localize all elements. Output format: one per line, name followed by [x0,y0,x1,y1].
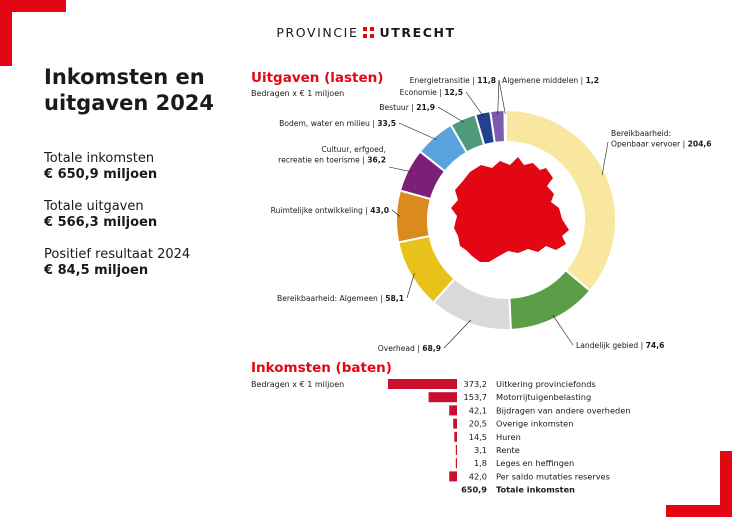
income-value: 1,8 [474,458,487,468]
donut-leader-line [398,122,437,141]
donut-label: Energietransitie | 11,8 [410,76,496,85]
donut-leader-line [406,273,415,299]
income-bar [454,431,457,442]
donut-leader-line [498,79,506,115]
logo-text-utrecht: UTRECHT [379,25,456,40]
stat-total-expenses: Totale uitgaven € 566,3 miljoen [44,199,157,231]
donut-label: Ruimtelijke ontwikkeling | 43,0 [271,206,389,215]
income-bar [455,445,457,455]
donut-label: Overhead | 68,9 [378,344,441,353]
stat-result: Positief resultaat 2024 € 84,5 miljoen [44,247,190,279]
logo-text-provincie: PROVINCIE [276,25,359,40]
income-value: 42,0 [469,471,487,481]
income-value: 20,5 [469,419,487,429]
income-subtitle: Bedragen x € 1 miljoen [251,380,345,389]
corner-decoration-top-left [0,0,66,12]
stat-value: € 650,9 miljoen [44,167,158,182]
income-label: Bijdragen van andere overheden [496,405,630,415]
donut-label: Economie | 12,5 [400,88,463,97]
donut-label: Bereikbaarheid: Openbaar vervoer | 204,6 [611,129,712,149]
income-value: 373,2 [464,379,487,389]
logo-grid-icon [363,27,375,38]
donut-label: Landelijk gebied | 74,6 [576,341,664,350]
logo: PROVINCIE UTRECHT [0,25,732,40]
donut-slice [503,108,507,144]
stat-total-income: Totale inkomsten € 650,9 miljoen [44,151,157,183]
corner-decoration-top-left-vertical [0,0,12,66]
income-label: Rente [496,445,520,455]
income-value: 3,1 [474,445,487,455]
income-bar [428,392,457,403]
income-value: 153,7 [464,392,487,402]
income-label: Per saldo mutaties reserves [496,471,610,481]
donut-leader-line [601,141,609,176]
income-total-label: Totale inkomsten [496,485,575,495]
donut-label: Cultuur, erfgoed, recreatie en toerisme |… [278,145,386,165]
donut-leader-line [465,91,484,117]
corner-decoration-bottom-right-vertical [720,451,732,517]
stat-label: Positief resultaat 2024 [44,247,191,262]
donut-label: Bodem, water en milieu | 33,5 [279,119,396,128]
income-bar [453,418,457,429]
stat-value: € 566,3 miljoen [44,215,158,230]
stat-label: Totale inkomsten [44,151,155,166]
donut-leader-line [437,106,465,123]
donut-leader-line [497,79,500,115]
income-label: Motorrijtuigenbelasting [496,392,591,402]
corner-decoration-bottom-right [666,505,732,517]
donut-leader-line [391,209,401,217]
stat-value: € 84,5 miljoen [44,263,149,278]
income-value: 42,1 [469,405,487,415]
income-bar [449,471,457,482]
income-label: Leges en heffingen [496,458,574,468]
income-bar [388,379,457,389]
donut-label: Bestuur | 21,9 [379,103,435,112]
income-bar [455,458,457,469]
donut-leader-line [388,166,412,173]
donut-leader-line [552,314,574,346]
income-label: Overige inkomsten [496,419,573,429]
stat-label: Totale uitgaven [44,199,144,214]
expenses-subtitle: Bedragen x € 1 miljoen [251,89,345,98]
donut-label: Bereikbaarheid: Algemeen | 58,1 [277,294,404,303]
donut-leader-line [443,319,472,349]
income-value: 14,5 [469,432,487,442]
income-total-value: 650,9 [461,485,487,495]
page-title: Inkomsten en uitgaven 2024 [44,65,215,115]
income-bar [449,405,457,416]
income-title: Inkomsten (baten) [251,360,392,376]
income-label: Huren [496,432,521,442]
utrecht-province-map [451,157,569,262]
expenses-title: Uitgaven (lasten) [251,70,384,86]
donut-label: Algemene middelen | 1,2 [502,76,599,85]
income-label: Uitkering provinciefonds [496,379,596,389]
